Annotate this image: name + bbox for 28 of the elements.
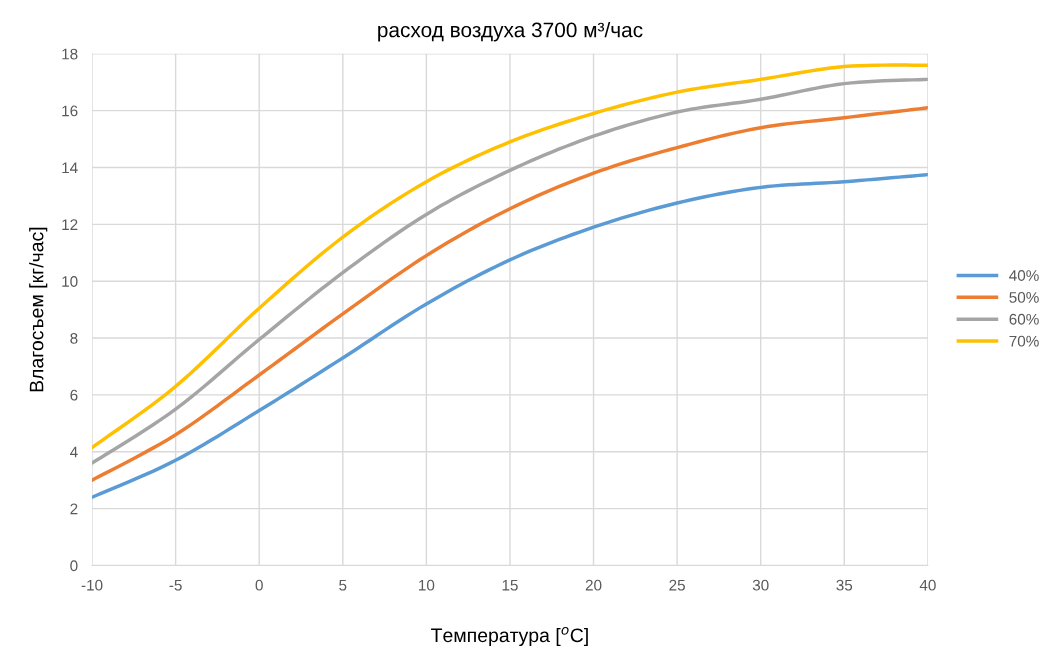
x-tick-label: 10 bbox=[419, 579, 435, 591]
x-tick-label: 25 bbox=[669, 579, 685, 591]
y-tick-label: 12 bbox=[62, 219, 78, 230]
x-tick-label: 15 bbox=[502, 579, 518, 591]
y-axis-title: Влагосъем [кг/час] bbox=[29, 227, 48, 392]
x-tick-label: 5 bbox=[339, 579, 347, 591]
x-tick-label: -5 bbox=[169, 579, 182, 591]
x-tick-label: 0 bbox=[255, 579, 263, 591]
legend-label: 50% bbox=[1009, 291, 1039, 303]
y-tick-label: 0 bbox=[70, 560, 78, 572]
x-tick-label: -10 bbox=[81, 579, 103, 591]
legend-label: 40% bbox=[1009, 270, 1039, 281]
y-tick-label: 6 bbox=[70, 389, 78, 401]
y-tick-label: 16 bbox=[62, 105, 78, 117]
x-tick-label: 35 bbox=[836, 579, 853, 591]
x-axis-title: Температура [$^{o}$C] bbox=[431, 626, 588, 647]
y-tick-label: 4 bbox=[70, 446, 78, 458]
x-tick-label: 40 bbox=[919, 579, 936, 591]
legend-label: 60% bbox=[1009, 313, 1039, 325]
y-tick-label: 18 bbox=[62, 48, 78, 60]
y-tick-label: 8 bbox=[70, 332, 78, 344]
y-tick-label: 10 bbox=[62, 276, 78, 287]
y-tick-label: 2 bbox=[70, 503, 78, 515]
x-tick-label: 30 bbox=[752, 579, 769, 591]
chart-title: расход воздуха 3700 м³/час bbox=[378, 22, 643, 42]
y-tick-label: 14 bbox=[62, 162, 78, 174]
legend-label: 70% bbox=[1009, 335, 1039, 347]
x-tick-label: 20 bbox=[585, 579, 602, 591]
